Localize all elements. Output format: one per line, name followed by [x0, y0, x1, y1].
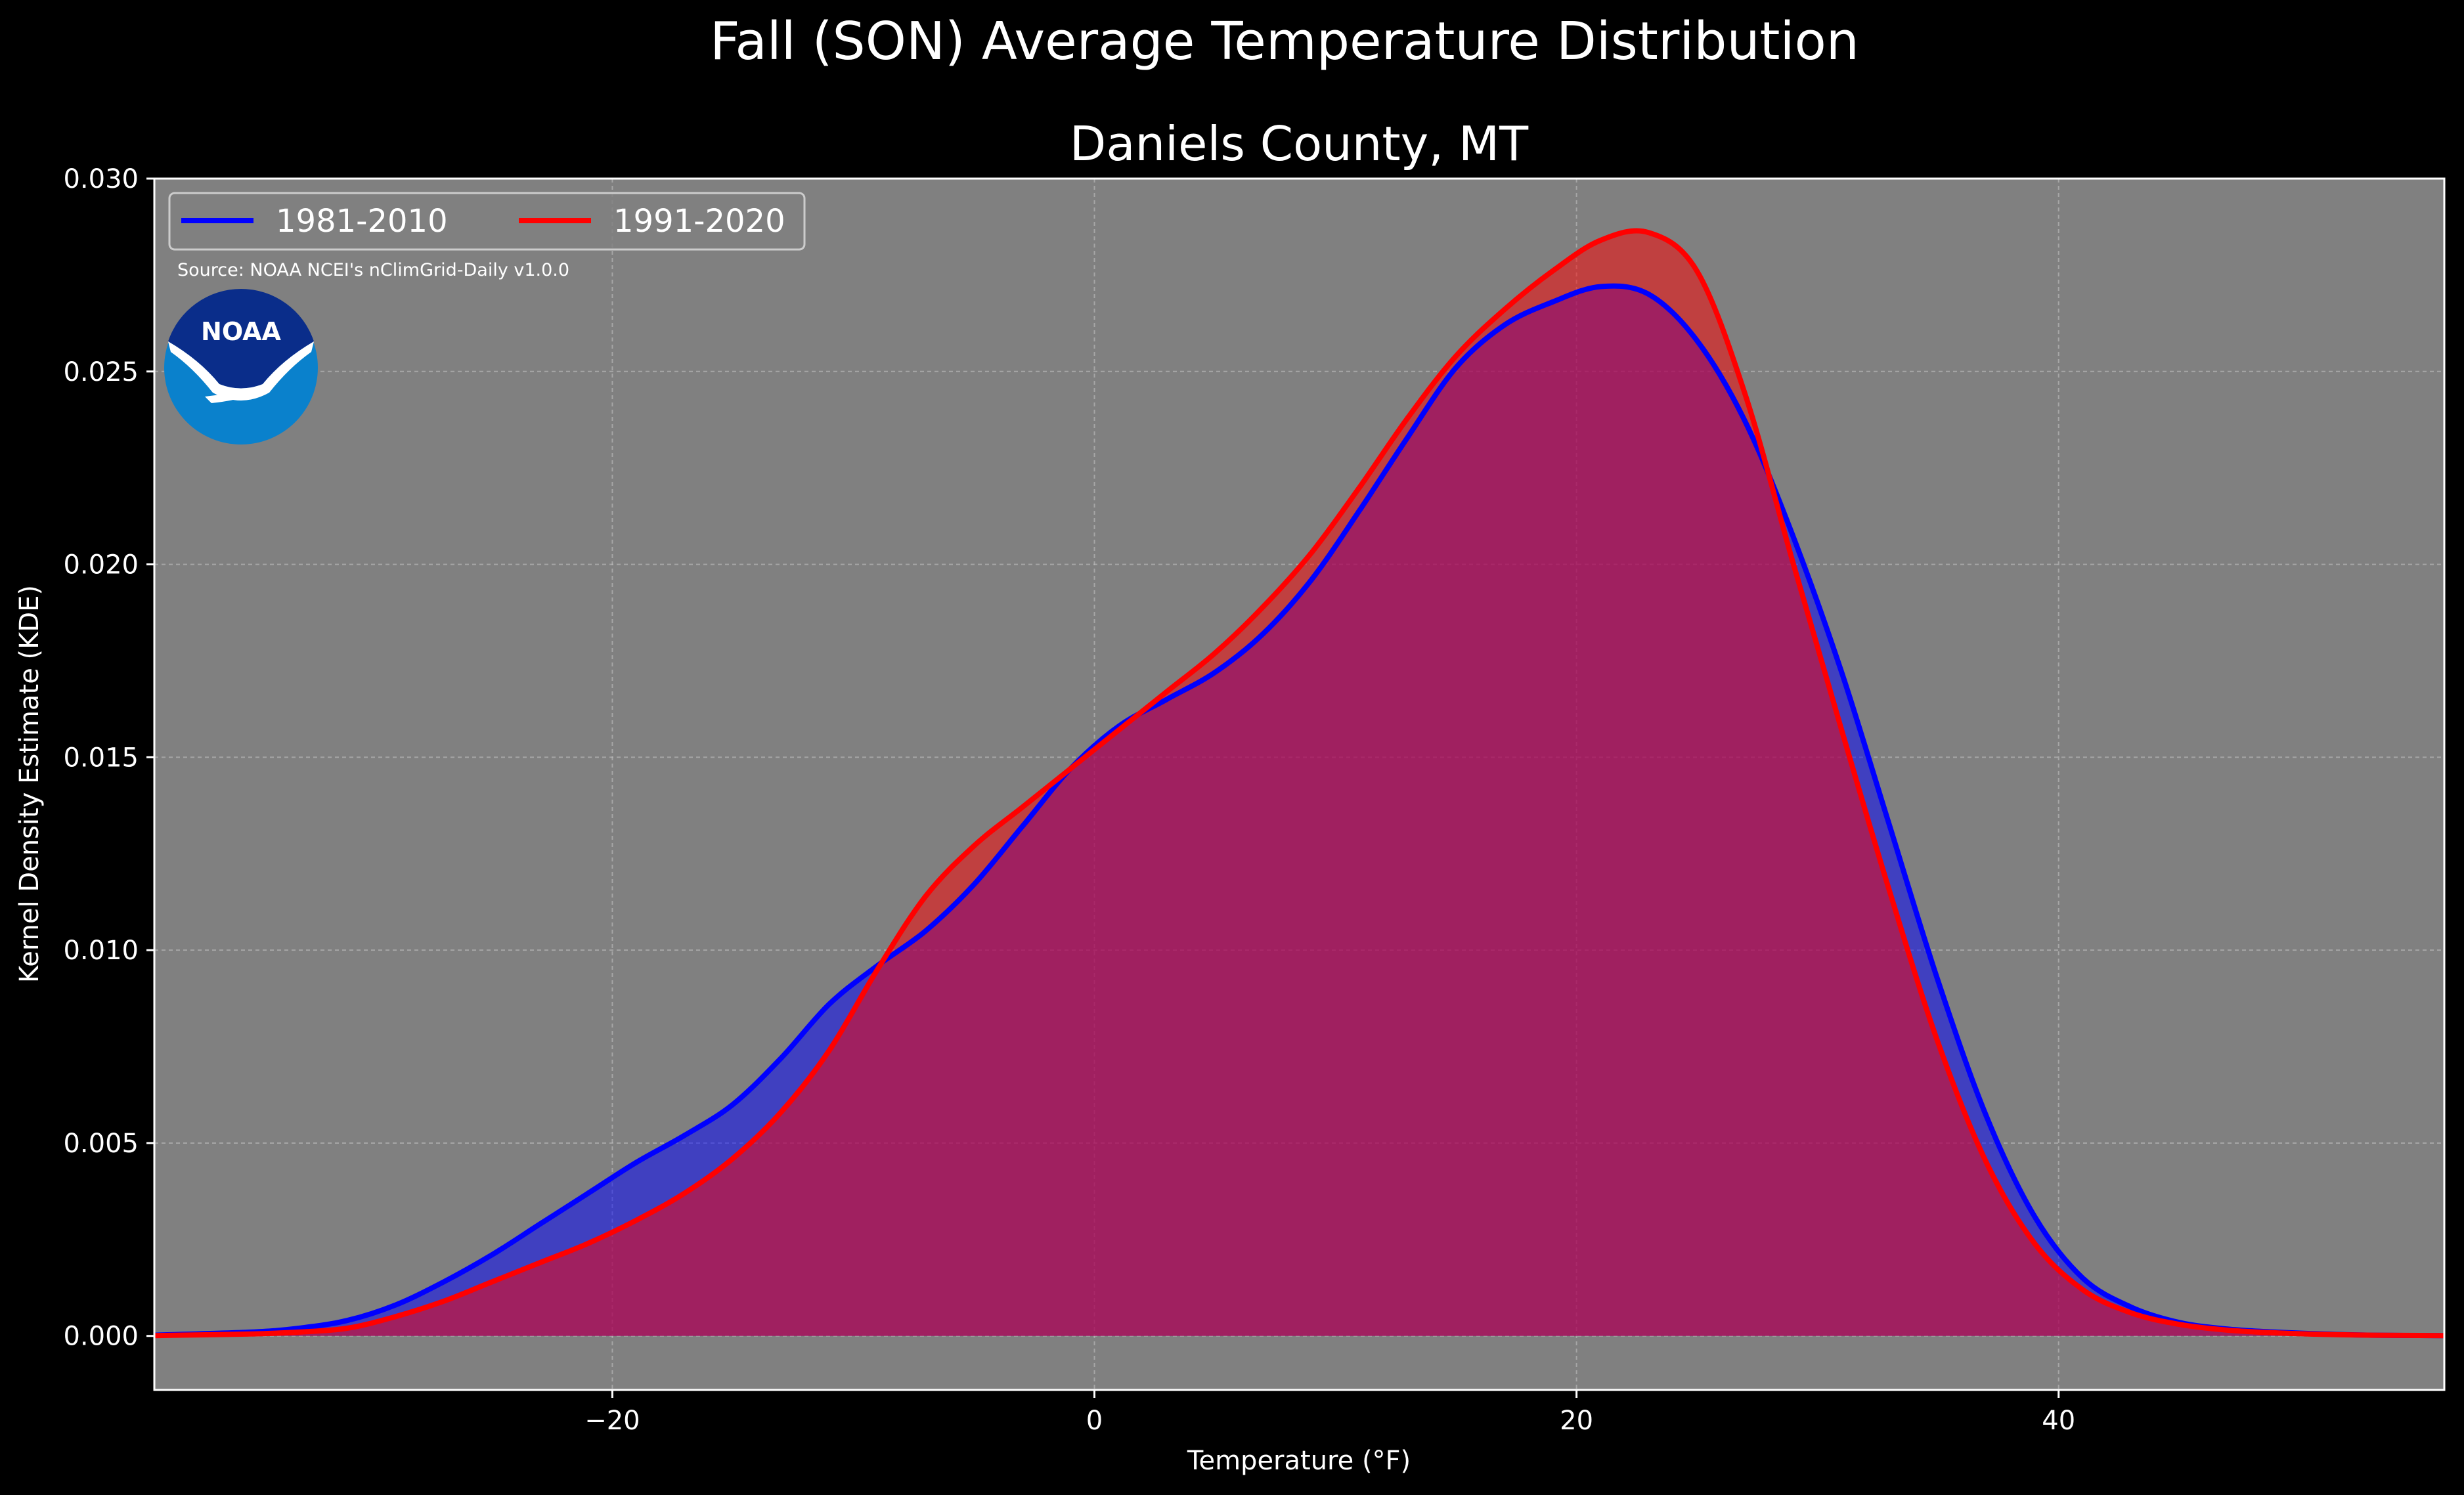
x-axis-ticks: −20 0 20 40 [584, 1390, 2075, 1436]
x-tick-label-0: −20 [584, 1406, 640, 1436]
source-note: Source: NOAA NCEI's nClimGrid-Daily v1.0… [177, 260, 569, 280]
y-axis-ticks: 0.000 0.005 0.010 0.015 0.020 0.025 0.030 [63, 164, 154, 1352]
y-tick-label-3: 0.015 [63, 743, 139, 773]
x-tick-label-1: 0 [1086, 1406, 1103, 1436]
x-tick-label-3: 40 [2042, 1406, 2075, 1436]
y-tick-label-0: 0.000 [63, 1322, 139, 1352]
y-tick-label-2: 0.010 [63, 936, 139, 966]
noaa-logo-text: NOAA [201, 317, 281, 346]
noaa-logo-icon: NOAA [164, 288, 318, 444]
density-lines [154, 228, 2445, 1339]
density-line-1981-2010 [154, 283, 2445, 1339]
legend-label-1981-2010: 1981-2010 [276, 203, 448, 240]
y-tick-label-5: 0.025 [63, 357, 139, 387]
x-tick-label-2: 20 [1560, 1406, 1593, 1436]
y-tick-label-6: 0.030 [63, 164, 139, 194]
y-axis-label: Kernel Density Estimate (KDE) [14, 585, 45, 983]
density-fills [154, 230, 2444, 1336]
chart-subtitle: Daniels County, MT [1070, 116, 1529, 171]
density-fill-1991-2020 [154, 230, 2444, 1336]
density-line-1991-2020 [154, 228, 2445, 1339]
plot-frame [153, 177, 2446, 1391]
y-tick-label-4: 0.020 [63, 550, 139, 580]
y-tick-label-1: 0.005 [63, 1129, 139, 1159]
x-axis-label: Temperature (°F) [1187, 1446, 1411, 1476]
legend-label-1991-2020: 1991-2020 [613, 203, 785, 240]
legend-box [168, 192, 806, 251]
chart-title: Fall (SON) Average Temperature Distribut… [710, 11, 1859, 72]
legend: 1981-2010 1991-2020 [168, 192, 806, 251]
